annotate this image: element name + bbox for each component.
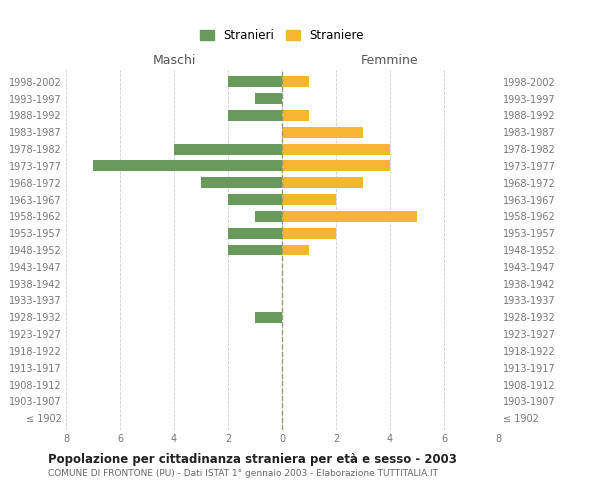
Bar <box>255 312 282 323</box>
Bar <box>282 211 417 222</box>
Bar <box>228 194 282 205</box>
Bar <box>201 177 282 188</box>
Text: Femmine: Femmine <box>361 54 419 66</box>
Bar <box>282 177 363 188</box>
Bar <box>282 110 309 121</box>
Bar <box>282 127 363 138</box>
Text: Popolazione per cittadinanza straniera per età e sesso - 2003: Popolazione per cittadinanza straniera p… <box>48 452 457 466</box>
Bar <box>282 144 390 154</box>
Legend: Stranieri, Straniere: Stranieri, Straniere <box>200 29 364 42</box>
Bar <box>282 228 336 238</box>
Bar <box>255 211 282 222</box>
Bar <box>282 244 309 256</box>
Bar <box>228 228 282 238</box>
Bar <box>282 194 336 205</box>
Bar <box>282 76 309 87</box>
Bar <box>228 76 282 87</box>
Bar <box>228 110 282 121</box>
Bar <box>93 160 282 172</box>
Bar <box>255 93 282 104</box>
Bar <box>282 160 390 172</box>
Bar <box>228 244 282 256</box>
Y-axis label: Fasce di età: Fasce di età <box>0 217 4 283</box>
Bar <box>174 144 282 154</box>
Text: COMUNE DI FRONTONE (PU) - Dati ISTAT 1° gennaio 2003 - Elaborazione TUTTITALIA.I: COMUNE DI FRONTONE (PU) - Dati ISTAT 1° … <box>48 468 438 477</box>
Text: Maschi: Maschi <box>152 54 196 66</box>
